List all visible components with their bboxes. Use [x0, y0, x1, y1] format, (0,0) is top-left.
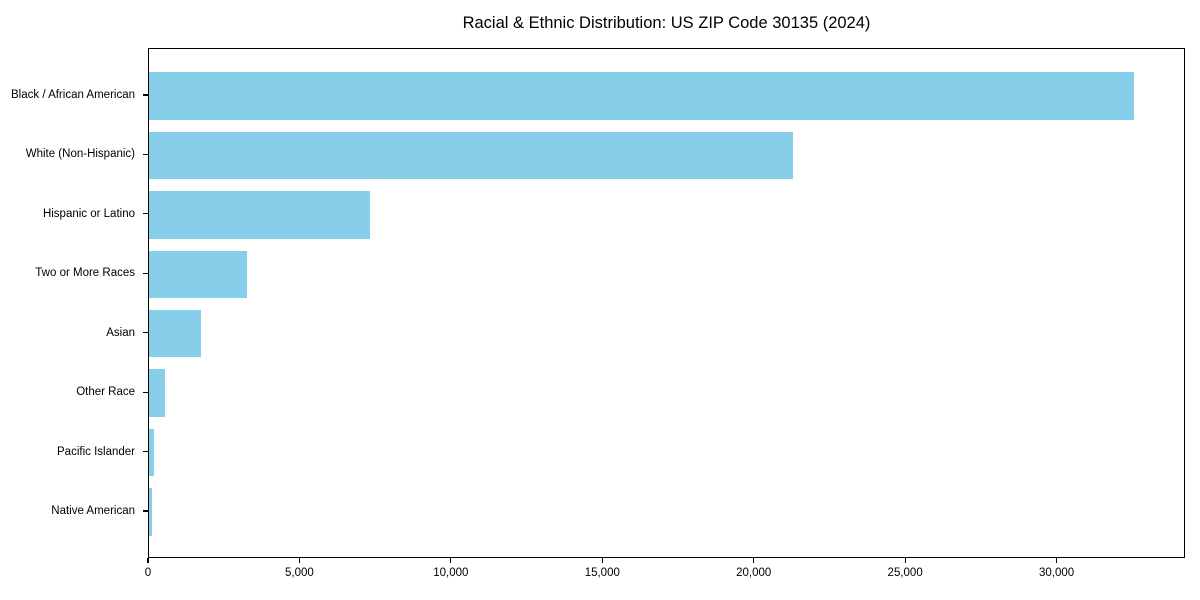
y-tick-mark — [143, 332, 148, 334]
x-tick-label: 0 — [144, 567, 152, 579]
y-tick-label: Black / African American — [11, 88, 135, 101]
x-tick-mark — [904, 558, 906, 563]
bar-two-or-more-races — [149, 250, 247, 299]
y-tick-mark — [143, 213, 148, 215]
y-tick-label: Other Race — [76, 386, 135, 399]
x-tick-label: 25,000 — [887, 567, 923, 579]
x-tick-label: 30,000 — [1038, 567, 1075, 579]
y-tick-label: Hispanic or Latino — [42, 207, 135, 220]
x-tick-label: 10,000 — [433, 567, 469, 579]
y-tick-label: Pacific Islander — [57, 445, 135, 458]
x-tick-mark — [147, 558, 149, 563]
y-tick-mark — [143, 272, 148, 274]
bar-other-race — [149, 369, 166, 417]
x-tick-mark — [298, 558, 301, 563]
y-tick-label: Asian — [106, 326, 135, 339]
x-tick-mark — [450, 558, 452, 563]
y-tick-mark — [143, 451, 148, 453]
x-tick-label: 5,000 — [285, 567, 314, 579]
y-tick-label: White (Non-Hispanic) — [25, 148, 135, 161]
plot-area — [148, 48, 1185, 558]
x-tick-label: 20,000 — [736, 567, 772, 579]
bar-white-non-hispanic — [149, 131, 793, 180]
bar-asian — [149, 309, 201, 358]
x-tick-label: 15,000 — [584, 567, 620, 579]
y-tick-mark — [143, 391, 148, 393]
bar-pacific-islander — [149, 428, 154, 477]
y-tick-mark — [143, 510, 148, 512]
x-tick-mark — [753, 558, 755, 563]
x-tick-mark — [601, 558, 603, 563]
y-tick-mark — [143, 94, 148, 96]
y-tick-label: Native American — [51, 505, 135, 518]
bar-black-african-american — [149, 72, 1135, 120]
y-tick-label: Two or More Races — [35, 267, 135, 280]
bar-native-american — [149, 488, 153, 536]
chart-title: Racial & Ethnic Distribution: US ZIP Cod… — [462, 14, 871, 32]
bar-hispanic-or-latino — [149, 191, 370, 239]
x-tick-mark — [1055, 558, 1058, 563]
y-tick-mark — [143, 153, 148, 155]
